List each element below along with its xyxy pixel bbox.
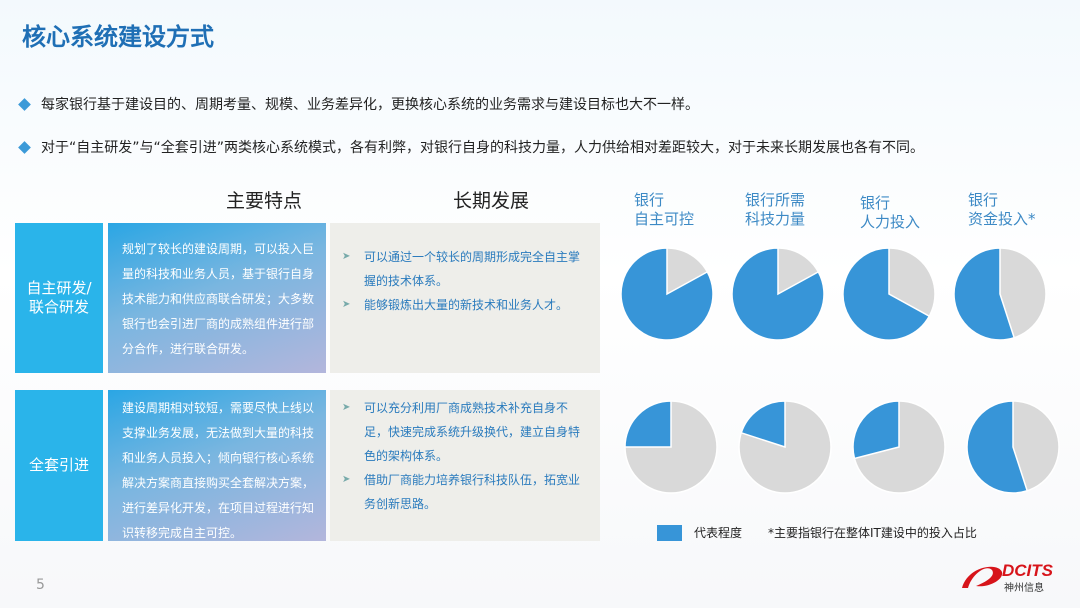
pie-slice-represented xyxy=(624,400,672,448)
pie-slice-represented xyxy=(852,400,900,460)
column-header-features: 主要特点 xyxy=(226,190,303,212)
row-label-full-import: 全套引进 xyxy=(15,390,103,541)
bullet-2: 对于“自主研发”与“全套引进”两类核心系统模式，各有利弊，对银行自身的科技力量，… xyxy=(18,137,925,157)
list-text: 可以通过一个较长的周期形成完全自主掌握的技术体系。 xyxy=(364,250,581,288)
features-self-dev: 规划了较长的建设周期，可以投入巨量的科技和业务人员，基于银行自身技术能力和供应商… xyxy=(108,223,326,373)
arrow-bullet-icon: ➤ xyxy=(342,474,351,485)
row-label-self-dev: 自主研发/联合研发 xyxy=(15,223,103,373)
legend: 代表程度 *主要指银行在整体IT建设中的投入占比 xyxy=(657,524,977,541)
pie-slice-represented xyxy=(953,247,1016,341)
legend-note: *主要指银行在整体IT建设中的投入占比 xyxy=(768,526,977,540)
pie-label-staff: 银行 人力投入 xyxy=(860,194,921,231)
arrow-bullet-icon: ➤ xyxy=(342,299,351,310)
diamond-bullet-icon xyxy=(18,97,31,111)
list-item: ➤ 借助厂商能力培养银行科技队伍，拓宽业务创新思路。 xyxy=(342,468,590,516)
pie-0-2 xyxy=(842,247,936,341)
pie-slice-represented xyxy=(620,247,714,341)
list-item: ➤ 可以通过一个较长的周期形成完全自主掌握的技术体系。 xyxy=(342,245,590,293)
pie-1-1 xyxy=(738,400,832,494)
bullet-1: 每家银行基于建设目的、周期考量、规模、业务差异化，更换核心系统的业务需求与建设目… xyxy=(18,94,699,114)
list-text: 能够锻炼出大量的新技术和业务人才。 xyxy=(364,298,569,312)
list-item: ➤ 能够锻炼出大量的新技术和业务人才。 xyxy=(342,293,590,317)
pie-slice-remainder xyxy=(738,400,832,494)
bullet-text: 对于“自主研发”与“全套引进”两类核心系统模式，各有利弊，对银行自身的科技力量，… xyxy=(41,140,925,156)
pie-label-tech: 银行所需 科技力量 xyxy=(745,191,806,228)
pie-slice-represented xyxy=(842,247,931,341)
pie-label-autonomy: 银行 自主可控 xyxy=(634,191,695,228)
pie-1-0 xyxy=(624,400,718,494)
pie-0-1 xyxy=(731,247,825,341)
svg-text:神州信息: 神州信息 xyxy=(1004,581,1044,594)
page-number: 5 xyxy=(36,577,45,593)
list-text: 借助厂商能力培养银行科技队伍，拓宽业务创新思路。 xyxy=(364,473,581,511)
pie-slice-remainder xyxy=(620,247,714,341)
pie-slice-remainder xyxy=(966,400,1060,494)
pie-0-3 xyxy=(953,247,1047,341)
pie-slice-remainder xyxy=(624,400,718,494)
bullet-text: 每家银行基于建设目的、周期考量、规模、业务差异化，更换核心系统的业务需求与建设目… xyxy=(41,97,699,113)
diamond-bullet-icon xyxy=(18,140,31,154)
list-item: ➤ 可以充分利用厂商成熟技术补充自身不足，快速完成系统升级换代，建立自身特色的架构… xyxy=(342,396,590,468)
dcits-logo: DCITS 神州信息 xyxy=(958,556,1068,600)
pie-slice-represented xyxy=(740,400,786,449)
legend-label: 代表程度 xyxy=(694,526,743,540)
pie-1-3 xyxy=(966,400,1060,494)
features-full-import: 建设周期相对较短，需要尽快上线以支撑业务发展，无法做到大量的科技和业务人员投入；… xyxy=(108,390,326,541)
pie-slice-remainder xyxy=(731,247,825,341)
slide-title: 核心系统建设方式 xyxy=(22,23,214,51)
list-text: 可以充分利用厂商成熟技术补充自身不足，快速完成系统升级换代，建立自身特色的架构体… xyxy=(364,401,581,463)
column-header-development: 长期发展 xyxy=(453,190,530,212)
svg-text:DCITS: DCITS xyxy=(1002,561,1054,580)
pie-slice-remainder xyxy=(852,400,946,494)
pie-0-0 xyxy=(620,247,714,341)
legend-swatch xyxy=(657,524,682,541)
arrow-bullet-icon: ➤ xyxy=(342,251,351,262)
development-self-dev: ➤ 可以通过一个较长的周期形成完全自主掌握的技术体系。 ➤ 能够锻炼出大量的新技术和… xyxy=(330,223,600,373)
pie-slice-remainder xyxy=(842,247,936,341)
pie-slice-represented xyxy=(966,400,1029,494)
pie-label-funds: 银行 资金投入* xyxy=(968,191,1036,228)
pie-1-2 xyxy=(852,400,946,494)
pie-slice-remainder xyxy=(953,247,1047,341)
pie-slice-represented xyxy=(731,247,825,341)
development-full-import: ➤ 可以充分利用厂商成熟技术补充自身不足，快速完成系统升级换代，建立自身特色的架构… xyxy=(330,390,600,541)
arrow-bullet-icon: ➤ xyxy=(342,402,351,413)
